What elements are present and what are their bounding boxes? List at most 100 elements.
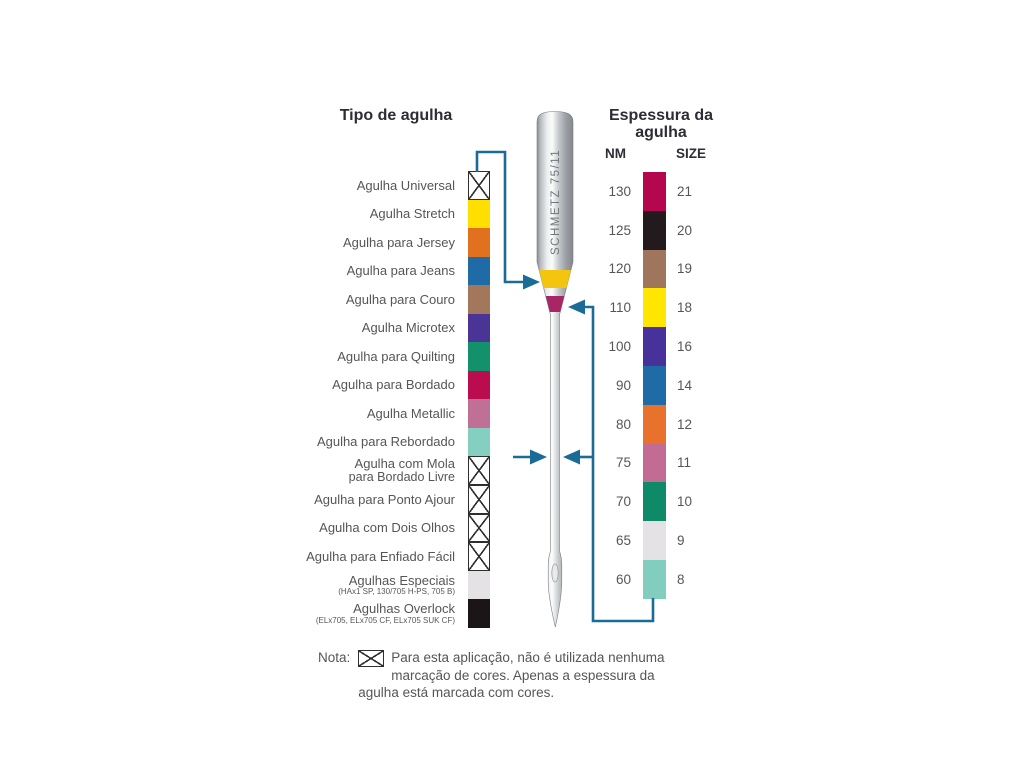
needle-thickness-row: 70 10 xyxy=(583,482,711,522)
needle-thickness-row: 130 21 xyxy=(583,172,711,211)
needle-thickness-row: 80 12 xyxy=(583,404,711,444)
note-prefix: Nota: xyxy=(318,650,351,665)
thickness-color-swatch xyxy=(643,443,666,483)
shaft-dimension-right-arrow-icon xyxy=(563,449,580,465)
size-value: 16 xyxy=(677,339,693,355)
shaft-dimension-left-arrow-icon xyxy=(530,449,547,465)
thickness-color-swatch xyxy=(643,172,666,211)
size-value: 19 xyxy=(677,261,693,277)
needle-body xyxy=(536,111,574,628)
needle-type-label: Agulha para Enfiado Fácil xyxy=(150,550,468,564)
size-value: 8 xyxy=(677,571,685,587)
size-value: 20 xyxy=(677,222,693,238)
needle-type-name: Agulha com Dois Olhos xyxy=(319,520,455,536)
thickness-color-swatch xyxy=(643,327,666,366)
needle-type-label: Agulha para Ponto Ajour xyxy=(150,493,468,507)
needle-type-name: Agulha com Mola xyxy=(354,456,455,472)
needle-type-label: Agulha Stretch xyxy=(150,207,468,221)
needle-type-name: Agulha para Ponto Ajour xyxy=(314,491,455,507)
needle-type-row: Agulha Microtex xyxy=(150,313,490,343)
needle-type-color-swatch xyxy=(468,456,490,486)
nm-value: 130 xyxy=(608,183,631,199)
needle-type-label: Agulha com Dois Olhos xyxy=(150,521,468,535)
needle-type-row: Agulha para Bordado xyxy=(150,370,490,400)
needle-type-name: Agulha para Bordado xyxy=(332,377,455,393)
needle-type-label: Agulha para Jersey xyxy=(150,236,468,250)
needle-thickness-row: 125 20 xyxy=(583,210,711,250)
needle-type-label: Agulhas Especiais (HAx1 SP, 130/705 H-PS… xyxy=(150,574,468,597)
needle-type-color-swatch xyxy=(468,570,490,600)
needle-type-title: Tipo de agulha xyxy=(339,107,453,124)
needle-type-name-line2: para Bordado Livre xyxy=(348,469,455,484)
needle-thickness-row: 65 9 xyxy=(583,521,711,560)
thickness-color-swatch xyxy=(643,288,666,328)
needle-type-label: Agulhas Overlock (ELx705, ELx705 CF, ELx… xyxy=(150,602,468,625)
thickness-color-swatch xyxy=(643,559,666,599)
needle-type-label: Agulha Universal xyxy=(150,179,468,193)
thickness-color-swatch xyxy=(643,521,666,560)
needle-type-name: Agulha para Couro xyxy=(345,291,455,307)
needle-type-name: Agulha para Jersey xyxy=(342,234,455,250)
size-value: 18 xyxy=(677,300,693,316)
needle-eye xyxy=(551,563,559,583)
needle-type-color-swatch xyxy=(468,513,490,543)
nm-value: 120 xyxy=(608,261,631,277)
needle-type-row: Agulha Stretch xyxy=(150,199,490,229)
needle-thickness-title-line1: Espessura da xyxy=(608,107,714,124)
thickness-color-swatch xyxy=(643,249,666,289)
needle-type-row: Agulhas Especiais (HAx1 SP, 130/705 H-PS… xyxy=(150,570,490,600)
needle-type-list: Agulha Universal Agulha Stretch Agulha p… xyxy=(150,171,490,628)
needle-type-color-swatch xyxy=(468,256,490,286)
needle-type-color-swatch xyxy=(468,313,490,343)
nm-value: 100 xyxy=(608,339,631,355)
needle-type-name: Agulha para Rebordado xyxy=(316,434,455,450)
needle-type-color-swatch xyxy=(468,171,490,200)
needle-type-row: Agulha para Jersey xyxy=(150,228,490,257)
needle-type-name: Agulha Universal xyxy=(356,177,455,193)
needle-type-row: Agulha para Rebordado xyxy=(150,427,490,457)
needle-thickness-row: 100 16 xyxy=(583,327,711,366)
needle-type-label: Agulha Microtex xyxy=(150,321,468,335)
needle-type-label: Agulha para Quilting xyxy=(150,350,468,364)
nm-value: 80 xyxy=(615,416,631,432)
needle-thickness-row: 110 18 xyxy=(583,288,711,328)
needle-type-label: Agulha com Mola para Bordado Livre xyxy=(150,457,468,484)
needle-type-name: Agulhas Especiais xyxy=(348,572,455,588)
needle-type-label: Agulha para Rebordado xyxy=(150,435,468,449)
needle-type-name: Agulha Metallic xyxy=(366,405,455,421)
needle-type-name: Agulha Stretch xyxy=(369,206,455,222)
needle-type-name: Agulha Microtex xyxy=(361,320,455,336)
needle-type-row: Agulhas Overlock (ELx705, ELx705 CF, ELx… xyxy=(150,599,490,628)
needle-type-name: Agulha para Jeans xyxy=(346,263,455,279)
needle-type-color-swatch xyxy=(468,228,490,257)
needle-type-row: Agulha para Couro xyxy=(150,285,490,314)
needle-type-band xyxy=(539,270,571,288)
needle-type-row: Agulha para Quilting xyxy=(150,342,490,371)
needle-thickness-title: Espessura da agulha xyxy=(596,107,726,141)
needle-type-label: Agulha para Couro xyxy=(150,293,468,307)
needle-type-row: Agulha com Mola para Bordado Livre xyxy=(150,456,490,486)
thickness-color-swatch xyxy=(643,210,666,250)
nm-value: 60 xyxy=(615,571,631,587)
nm-value: 90 xyxy=(615,377,631,393)
needle-thickness-row: 90 14 xyxy=(583,365,711,405)
needle-type-row: Agulha para Jeans xyxy=(150,256,490,286)
needle-type-label: Agulha para Bordado xyxy=(150,378,468,392)
nm-value: 110 xyxy=(609,300,631,316)
needle-type-row: Agulha Universal xyxy=(150,171,490,200)
needle-type-name: Agulha para Enfiado Fácil xyxy=(306,548,455,564)
needle-type-color-swatch xyxy=(468,485,490,514)
needle-type-name: Agulhas Overlock xyxy=(353,601,455,617)
thickness-color-swatch xyxy=(643,404,666,444)
thickness-color-swatch xyxy=(643,482,666,522)
needle-thickness-row: 60 8 xyxy=(583,559,711,599)
needle-type-color-swatch xyxy=(468,399,490,428)
note-text: Para esta aplicação, não é utilizada nen… xyxy=(358,650,665,700)
needle-thickness-row: 120 19 xyxy=(583,249,711,289)
needle-type-label: Agulha para Jeans xyxy=(150,264,468,278)
nm-value: 65 xyxy=(615,533,631,549)
needle-thickness-title-line2: agulha xyxy=(635,123,687,141)
needle-type-models: (ELx705, ELx705 CF, ELx705 SUK CF) xyxy=(315,615,455,625)
thickness-color-swatch xyxy=(643,365,666,405)
